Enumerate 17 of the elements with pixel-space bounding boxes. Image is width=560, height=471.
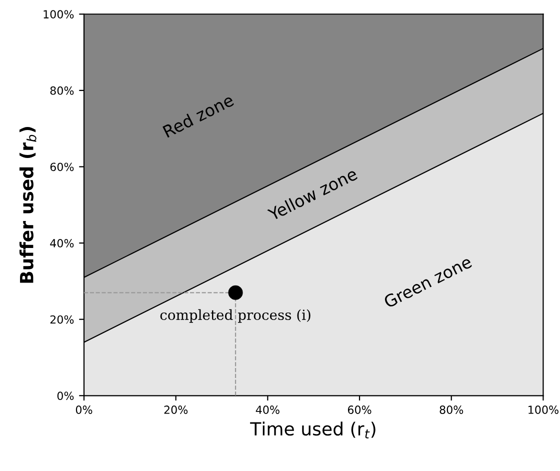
y-tick-label: 80% bbox=[50, 86, 74, 95]
y-axis-title: Buffer used (r$_{b}$) bbox=[19, 127, 36, 283]
x-tick-label: 100% bbox=[528, 406, 558, 414]
annotation: Red zone bbox=[162, 93, 234, 138]
x-tick-label: 0% bbox=[76, 406, 92, 414]
y-tick-label: 20% bbox=[50, 315, 74, 324]
x-tick-label: 40% bbox=[256, 406, 280, 414]
y-tick-label: 0% bbox=[57, 392, 74, 400]
annotation: completed process (i) bbox=[160, 309, 310, 323]
x-axis-title: Time used (r$_{t}$) bbox=[250, 422, 376, 438]
y-tick-label: 100% bbox=[44, 10, 74, 19]
annotation: Green zone bbox=[383, 255, 473, 308]
y-tick-label: 60% bbox=[50, 162, 74, 172]
x-tick-label: 80% bbox=[440, 406, 464, 414]
x-tick-label: 60% bbox=[348, 406, 372, 414]
y-tick-label: 40% bbox=[50, 239, 74, 248]
x-tick-label: 20% bbox=[164, 406, 188, 414]
